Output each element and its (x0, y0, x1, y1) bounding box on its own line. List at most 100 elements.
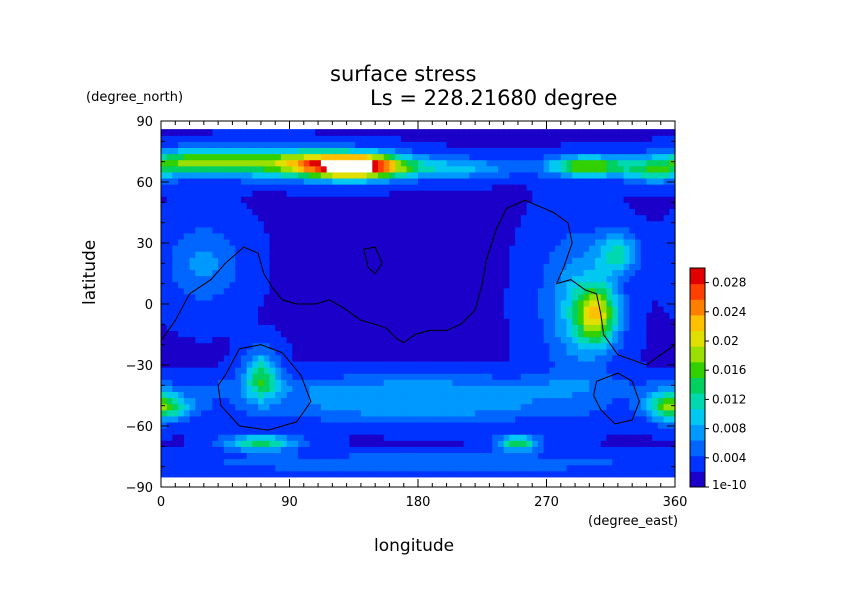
field-cell (252, 446, 259, 454)
field-cell (623, 324, 630, 332)
field-cell (200, 159, 208, 167)
field-cell (200, 165, 208, 173)
field-cell (360, 452, 368, 460)
field-cell (292, 360, 299, 368)
field-cell (560, 397, 568, 405)
field-cell (400, 299, 408, 307)
field-cell (446, 196, 453, 203)
field-cell (486, 318, 493, 325)
field-cell (280, 220, 288, 228)
field-cell (240, 306, 248, 313)
field-cell (183, 409, 191, 417)
field-cell (480, 251, 488, 258)
field-cell (338, 397, 345, 405)
field-cell (617, 281, 625, 289)
field-cell (566, 263, 573, 271)
field-cell (555, 153, 562, 161)
field-cell (195, 312, 202, 319)
field-cell (246, 275, 253, 283)
field-cell (497, 342, 505, 350)
field-cell (178, 220, 185, 228)
field-cell (372, 299, 379, 307)
field-cell (406, 318, 413, 325)
field-cell (646, 409, 653, 417)
field-cell (440, 257, 448, 264)
field-cell (366, 409, 373, 417)
field-cell (360, 440, 368, 447)
field-cell (326, 299, 333, 307)
field-cell (269, 373, 276, 380)
field-cell (486, 421, 493, 429)
field-cell (161, 293, 168, 301)
field-cell (212, 385, 219, 393)
field-cell (355, 464, 362, 472)
field-cell (646, 324, 653, 332)
field-cell (286, 263, 293, 271)
field-cell (195, 318, 202, 325)
field-cell (206, 184, 213, 191)
field-cell (560, 226, 568, 234)
field-cell (206, 379, 213, 386)
field-cell (240, 171, 248, 179)
field-cell (600, 159, 608, 167)
field-cell (189, 196, 196, 203)
field-cell (218, 409, 225, 417)
field-cell (383, 287, 391, 295)
field-cell (657, 299, 665, 307)
field-cell (406, 202, 413, 210)
field-cell (286, 293, 293, 301)
field-cell (617, 360, 625, 368)
field-cell (286, 153, 293, 161)
field-cell (326, 196, 333, 203)
field-cell (292, 147, 299, 155)
field-cell (360, 348, 368, 356)
field-cell (395, 159, 402, 167)
field-cell (435, 135, 442, 142)
field-cell (475, 360, 482, 368)
field-cell (178, 354, 185, 362)
field-cell (166, 470, 174, 478)
field-cell (532, 446, 539, 454)
field-cell (275, 348, 282, 356)
field-cell (406, 385, 413, 393)
field-cell (172, 269, 179, 277)
field-cell (440, 147, 448, 155)
field-cell (492, 214, 499, 222)
field-cell (537, 208, 545, 216)
field-cell (292, 208, 299, 216)
field-cell (452, 452, 459, 460)
field-cell (252, 208, 259, 216)
field-cell (258, 208, 265, 216)
field-cell (480, 428, 488, 435)
field-cell (206, 232, 213, 240)
field-cell (475, 458, 482, 466)
field-cell (657, 238, 665, 246)
field-cell (218, 440, 225, 447)
field-cell (200, 238, 208, 246)
field-cell (435, 208, 442, 216)
field-cell (583, 171, 590, 179)
field-cell (646, 220, 653, 228)
field-cell (463, 354, 470, 362)
field-cell (258, 257, 265, 264)
field-cell (383, 177, 391, 185)
field-cell (497, 293, 505, 301)
field-cell (640, 220, 648, 228)
field-cell (349, 434, 356, 441)
field-cell (395, 367, 402, 374)
field-cell (200, 428, 208, 435)
field-cell (595, 159, 602, 167)
field-cell (560, 159, 568, 167)
field-cell (463, 421, 470, 429)
field-cell (195, 379, 202, 386)
field-cell (389, 141, 396, 149)
field-cell (269, 129, 276, 136)
field-cell (183, 452, 191, 460)
field-cell (183, 293, 191, 301)
field-cell (172, 141, 179, 149)
field-cell (263, 458, 271, 466)
field-cell (280, 324, 288, 332)
field-cell (195, 202, 202, 210)
field-cell (503, 269, 510, 277)
field-cell (435, 293, 442, 301)
